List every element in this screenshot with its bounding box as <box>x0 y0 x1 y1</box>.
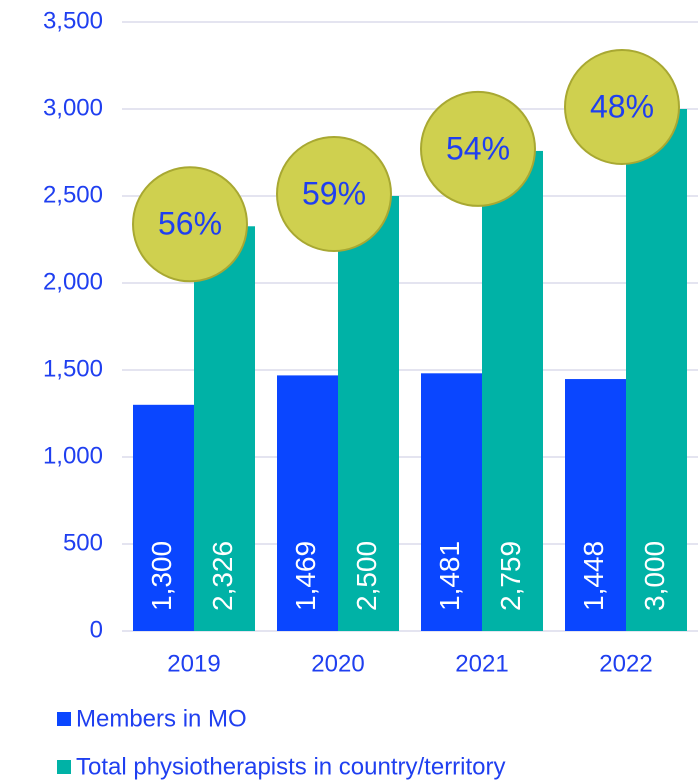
annotation-circle <box>420 90 536 207</box>
bar <box>421 373 482 631</box>
legend-label: Members in MO <box>76 705 247 732</box>
bar <box>338 196 399 631</box>
data-label: 2,759 <box>495 541 526 611</box>
annotation-circle <box>132 166 248 283</box>
data-label: 2,500 <box>351 541 382 611</box>
legend-marker <box>57 760 71 774</box>
bar <box>194 226 255 631</box>
annotation-circle <box>276 136 392 252</box>
data-label: 1,300 <box>146 541 177 611</box>
data-label: 2,326 <box>207 541 238 611</box>
x-tick-label: 2019 <box>167 650 220 677</box>
annotation: 48% <box>590 88 654 124</box>
y-tick-label: 1,500 <box>43 355 103 382</box>
y-tick-label: 500 <box>63 529 103 556</box>
y-tick-label: 3,500 <box>43 7 103 34</box>
data-label: 3,000 <box>639 541 670 611</box>
bar <box>133 404 194 631</box>
data-label: 1,448 <box>578 541 609 611</box>
annotation-circle <box>564 49 680 165</box>
x-tick-label: 2022 <box>599 650 652 677</box>
data-label: 1,469 <box>290 541 321 611</box>
y-tick-label: 2,500 <box>43 181 103 208</box>
bar <box>565 379 626 631</box>
annotation: 54% <box>446 130 510 166</box>
bar <box>277 375 338 631</box>
legend-label: Total physiotherapists in country/territ… <box>76 753 506 780</box>
data-label: 1,481 <box>434 541 465 611</box>
annotation: 56% <box>158 206 222 242</box>
y-tick-label: 1,000 <box>43 442 103 469</box>
y-tick-label: 3,000 <box>43 94 103 121</box>
x-tick-label: 2021 <box>455 650 508 677</box>
x-tick-label: 2020 <box>311 650 364 677</box>
bar <box>626 109 687 631</box>
y-tick-label: 2,000 <box>43 268 103 295</box>
legend-marker <box>57 712 71 726</box>
bar <box>482 150 543 631</box>
annotation: 59% <box>302 175 366 211</box>
y-tick-label: 0 <box>90 616 103 643</box>
